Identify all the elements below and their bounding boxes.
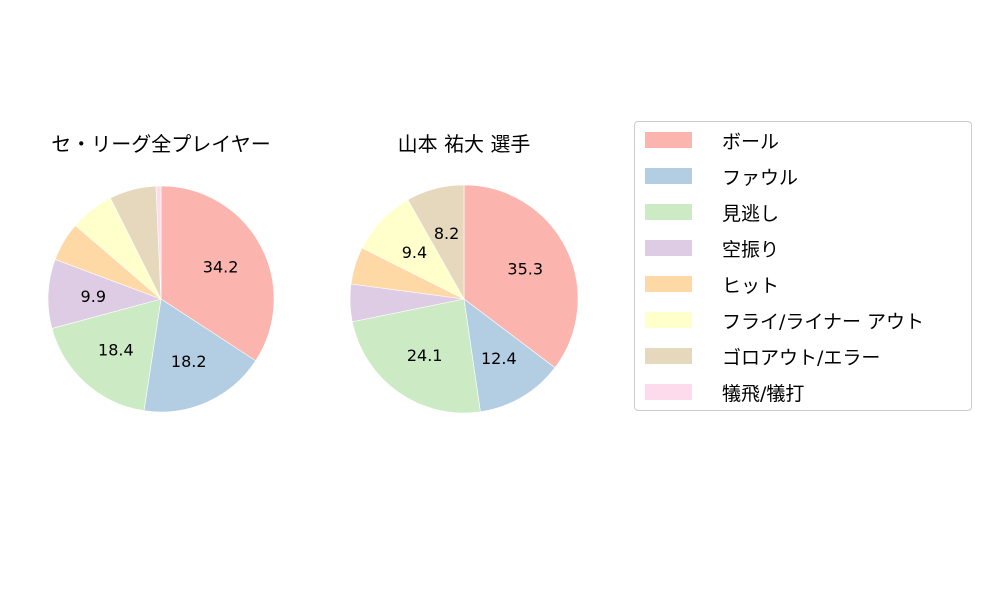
legend-swatch (645, 204, 692, 220)
pie-slice (51, 298, 162, 412)
legend-label: フライ/ライナー アウト (722, 310, 925, 333)
legend-item-ground-out-error: ゴロアウト/エラー (645, 346, 880, 369)
legend-item-swinging-strike: 空振り (645, 238, 779, 261)
pie-slice (407, 184, 465, 301)
legend-item-ball: ボール (645, 130, 779, 153)
pie-slice (351, 298, 481, 414)
slice-label: 35.3 (507, 260, 543, 279)
left-chart-title: セ・リーグ全プレイヤー (51, 132, 271, 156)
pie-left: 34.2 18.2 18.4 9.9 (47, 185, 275, 413)
legend-swatch (645, 276, 692, 292)
pie-slice (463, 184, 579, 369)
legend-label: ファウル (722, 166, 799, 189)
legend-label: ゴロアウト/エラー (722, 346, 881, 369)
legend-swatch (645, 348, 692, 364)
slice-label: 8.2 (434, 224, 459, 243)
pie-slice (143, 298, 257, 413)
right-chart-title: 山本 祐大 選手 (397, 132, 531, 156)
legend-swatch (645, 384, 692, 400)
legend-label: 犠飛/犠打 (722, 382, 805, 405)
slice-label: 18.4 (98, 341, 134, 360)
slice-label: 9.9 (81, 287, 106, 306)
legend-label: 見逃し (722, 202, 780, 225)
legend-item-fly-liner-out: フライ/ライナー アウト (645, 310, 924, 333)
pie-right: 35.3 12.4 24.1 9.4 8.2 (349, 184, 579, 414)
slice-label: 18.2 (171, 352, 207, 371)
legend-label: 空振り (722, 238, 780, 261)
legend: ボール ファウル 見逃し 空振り ヒット フライ/ライナー アウト ゴロアウト/… (634, 121, 972, 411)
pie-slice (155, 185, 162, 300)
pie-slice (463, 298, 556, 413)
slice-label: 34.2 (203, 258, 239, 277)
legend-swatch (645, 132, 692, 148)
legend-label: ヒット (722, 274, 780, 297)
legend-swatch (645, 240, 692, 256)
legend-item-foul: ファウル (645, 166, 798, 189)
legend-swatch (645, 168, 692, 184)
legend-label: ボール (722, 130, 780, 153)
slice-label: 12.4 (481, 349, 517, 368)
slice-label: 9.4 (402, 243, 427, 262)
legend-item-hit: ヒット (645, 274, 779, 297)
legend-swatch (645, 312, 692, 328)
pie-slice (160, 185, 275, 362)
slice-label: 24.1 (407, 346, 443, 365)
legend-item-sacrifice: 犠飛/犠打 (645, 382, 804, 405)
legend-item-called-strike: 見逃し (645, 202, 779, 225)
